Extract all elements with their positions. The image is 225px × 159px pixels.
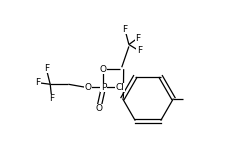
Text: O: O xyxy=(84,83,91,92)
Text: F: F xyxy=(49,94,54,103)
Text: O: O xyxy=(99,65,106,74)
Text: P: P xyxy=(100,83,106,92)
Text: F: F xyxy=(35,78,40,87)
Text: F: F xyxy=(43,64,49,73)
Text: F: F xyxy=(136,46,141,55)
Text: Cl: Cl xyxy=(115,83,124,92)
Text: F: F xyxy=(135,34,140,43)
Text: F: F xyxy=(122,25,127,34)
Text: O: O xyxy=(95,104,102,113)
